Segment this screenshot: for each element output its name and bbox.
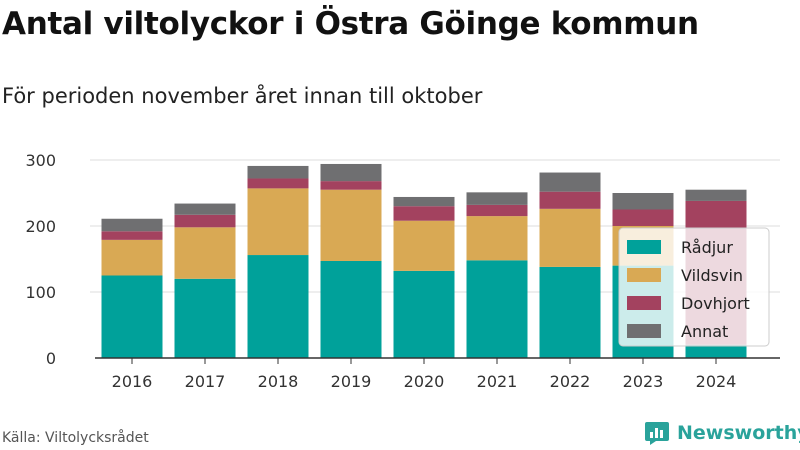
y-tick-label: 200 — [25, 217, 56, 236]
x-tick-label: 2018 — [258, 372, 299, 391]
chart-subtitle: För perioden november året innan till ok… — [2, 84, 483, 108]
bar-segment — [320, 260, 382, 358]
x-tick-label: 2020 — [404, 372, 445, 391]
x-tick-label: 2022 — [550, 372, 591, 391]
chart-title: Antal viltolyckor i Östra Göinge kommun — [2, 6, 699, 42]
bar-segment — [466, 216, 528, 261]
legend-label: Annat — [681, 322, 728, 341]
y-axis-ticks: 0 100 200 300 — [25, 151, 56, 368]
bar-segment — [174, 214, 236, 228]
bar-segment — [101, 231, 163, 240]
bar-segment — [174, 227, 236, 279]
x-tick-label: 2024 — [696, 372, 737, 391]
bar-segment — [612, 209, 674, 226]
bar-segment — [101, 218, 163, 232]
bar-segment — [466, 260, 528, 358]
x-tick-label: 2016 — [112, 372, 153, 391]
brand-name: Newsworthy — [677, 422, 800, 444]
newsworthy-logo-icon — [645, 422, 669, 445]
bar-segment — [247, 255, 309, 358]
bar-segment — [247, 165, 309, 179]
bar-segment — [101, 239, 163, 276]
bar-segment — [466, 204, 528, 217]
bars — [101, 163, 747, 358]
bar-segment — [174, 203, 236, 215]
bar-segment — [393, 196, 455, 207]
bar-segment — [539, 172, 601, 192]
legend-swatch — [627, 240, 661, 254]
source-note: Källa: Viltolycksrådet — [2, 430, 149, 446]
legend-label: Dovhjort — [681, 294, 750, 313]
legend-label: Rådjur — [681, 238, 733, 257]
bar-segment — [393, 220, 455, 271]
bar-segment — [393, 206, 455, 221]
bar-segment — [539, 208, 601, 267]
legend-swatch — [627, 268, 661, 282]
x-tick-label: 2019 — [331, 372, 372, 391]
bar-segment — [320, 189, 382, 261]
legend-box — [618, 227, 770, 347]
bar-segment — [393, 270, 455, 358]
bar-segment — [101, 275, 163, 358]
x-axis-ticks: 2016 2017 2018 2019 2020 2021 2022 2023 2024 — [112, 358, 737, 391]
bar-segment — [539, 266, 601, 358]
bar-segment — [466, 192, 528, 205]
legend-label: Vildsvin — [681, 266, 743, 285]
bar-segment — [320, 163, 382, 182]
bar-segment — [612, 193, 674, 210]
brand-logo: Newsworthy — [644, 420, 800, 446]
y-tick-label: 0 — [46, 349, 56, 368]
legend-swatch — [627, 296, 661, 310]
y-tick-label: 300 — [25, 151, 56, 170]
bar-segment — [174, 278, 236, 358]
bar-segment — [685, 344, 747, 358]
legend: Rådjur Vildsvin Dovhjort Annat — [618, 227, 770, 347]
bar-segment — [539, 191, 601, 209]
bar-segment — [247, 178, 309, 189]
bar-segment — [247, 188, 309, 256]
x-tick-label: 2017 — [185, 372, 226, 391]
bar-segment — [320, 181, 382, 190]
legend-swatch — [627, 324, 661, 338]
bar-segment — [685, 189, 747, 201]
x-tick-label: 2021 — [477, 372, 518, 391]
y-tick-label: 100 — [25, 283, 56, 302]
x-tick-label: 2023 — [623, 372, 664, 391]
